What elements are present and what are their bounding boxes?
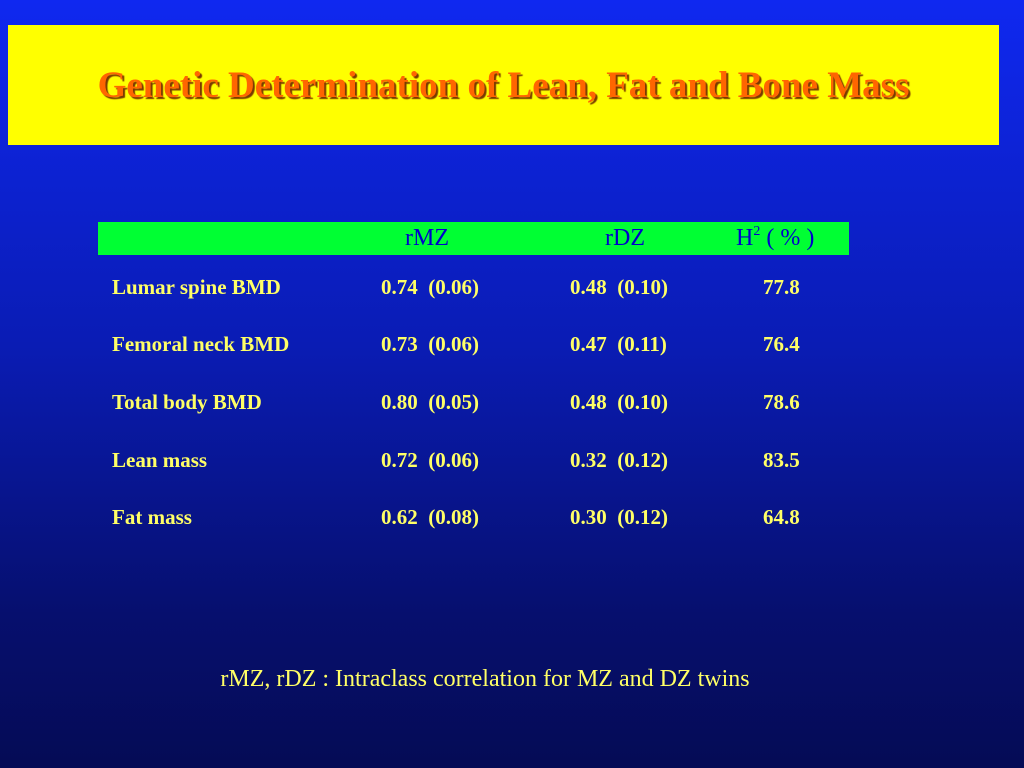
rmz-value: 0.80 (0.05) [381, 390, 479, 414]
column-header-heritability: H2 ( % ) [736, 222, 814, 255]
rmz-value: 0.62 (0.08) [381, 505, 479, 529]
rdz-value: 0.47 (0.11) [570, 332, 667, 356]
heritability-value: 76.4 [763, 332, 800, 356]
rdz-value: 0.48 (0.10) [570, 390, 668, 414]
row-label: Lean mass [112, 448, 208, 472]
row-label: Total body BMD [112, 390, 262, 414]
row-label: Fat mass [112, 505, 192, 529]
slide-title: Genetic Determination of Lean, Fat and B… [97, 64, 910, 106]
heritability-symbol: H [736, 225, 754, 251]
footnote: rMZ, rDZ : Intraclass correlation for MZ… [220, 666, 750, 692]
rmz-value: 0.74 (0.06) [381, 275, 479, 299]
rmz-value: 0.72 (0.06) [381, 448, 479, 472]
row-label: Femoral neck BMD [112, 332, 290, 356]
title-band: Genetic Determination of Lean, Fat and B… [8, 25, 999, 145]
heritability-value: 78.6 [763, 390, 800, 414]
rdz-value: 0.48 (0.10) [570, 275, 668, 299]
heritability-unit: ( % ) [760, 225, 815, 251]
heritability-value: 83.5 [763, 448, 800, 472]
table-row: Lumar spine BMD 0.74 (0.06) 0.48 (0.10) … [0, 272, 1024, 302]
heritability-value: 64.8 [763, 505, 800, 529]
table-row: Lean mass 0.72 (0.06) 0.32 (0.12) 83.5 [0, 445, 1024, 475]
column-header-rmz: rMZ [405, 225, 449, 251]
rdz-value: 0.32 (0.12) [570, 448, 668, 472]
table-row: Total body BMD 0.80 (0.05) 0.48 (0.10) 7… [0, 387, 1024, 417]
rmz-value: 0.73 (0.06) [381, 332, 479, 356]
table-row: Fat mass 0.62 (0.08) 0.30 (0.12) 64.8 [0, 502, 1024, 532]
heritability-value: 77.8 [763, 275, 800, 299]
table-header-band: rMZ rDZ H2 ( % ) [98, 222, 849, 255]
table-row: Femoral neck BMD 0.73 (0.06) 0.47 (0.11)… [0, 329, 1024, 359]
heritability-superscript: 2 [753, 224, 761, 239]
column-header-rdz: rDZ [605, 225, 645, 251]
rdz-value: 0.30 (0.12) [570, 505, 668, 529]
row-label: Lumar spine BMD [112, 275, 281, 299]
